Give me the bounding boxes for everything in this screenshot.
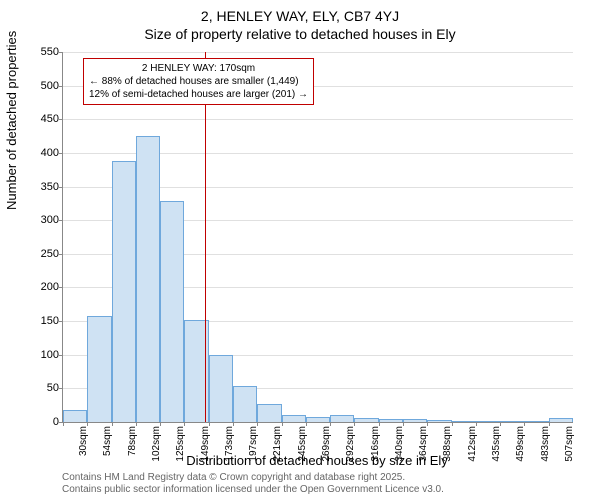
xtick-mark [282, 422, 283, 426]
ytick-label: 450 [41, 113, 63, 125]
ytick-label: 550 [41, 46, 63, 58]
xtick-label: 30sqm [78, 426, 89, 456]
annotation-box: 2 HENLEY WAY: 170sqm ← 88% of detached h… [83, 58, 314, 105]
histogram-bar [403, 419, 427, 422]
annotation-line-3: 12% of semi-detached houses are larger (… [89, 88, 308, 101]
histogram-bar [379, 419, 403, 422]
xtick-mark [476, 422, 477, 426]
histogram-bar [330, 415, 354, 422]
histogram-bar [233, 386, 257, 422]
annotation-line-1: 2 HENLEY WAY: 170sqm [89, 62, 308, 75]
chart-title-sub: Size of property relative to detached ho… [0, 24, 600, 42]
histogram-bar [209, 355, 233, 422]
ytick-label: 250 [41, 248, 63, 260]
histogram-bar [87, 316, 111, 422]
histogram-bar [282, 415, 306, 422]
xtick-mark [379, 422, 380, 426]
footer-line-1: Contains HM Land Registry data © Crown c… [62, 472, 444, 484]
histogram-bar [524, 421, 548, 422]
xtick-mark [524, 422, 525, 426]
xtick-mark [549, 422, 550, 426]
xtick-mark [257, 422, 258, 426]
xtick-mark [209, 422, 210, 426]
histogram-bar [257, 404, 281, 422]
histogram-bar [112, 161, 136, 422]
histogram-bar [427, 420, 451, 422]
ytick-label: 350 [41, 181, 63, 193]
x-axis-label: Distribution of detached houses by size … [62, 453, 572, 468]
histogram-bar [452, 421, 476, 422]
histogram-bar [354, 418, 378, 422]
chart-container: 2, HENLEY WAY, ELY, CB7 4YJ Size of prop… [0, 0, 600, 500]
gridline [63, 119, 573, 120]
marker-line [205, 52, 206, 422]
footer-text: Contains HM Land Registry data © Crown c… [62, 472, 444, 496]
xtick-mark [160, 422, 161, 426]
y-axis-label: Number of detached properties [4, 31, 19, 210]
ytick-label: 100 [41, 349, 63, 361]
ytick-label: 0 [53, 416, 63, 428]
histogram-bar [549, 418, 573, 422]
histogram-bar [476, 421, 500, 422]
footer-line-2: Contains public sector information licen… [62, 484, 444, 496]
histogram-bar [63, 410, 87, 422]
gridline [63, 52, 573, 53]
xtick-label: 78sqm [127, 426, 138, 456]
ytick-label: 500 [41, 80, 63, 92]
ytick-label: 200 [41, 281, 63, 293]
ytick-label: 400 [41, 147, 63, 159]
xtick-mark [354, 422, 355, 426]
ytick-label: 300 [41, 214, 63, 226]
xtick-mark [136, 422, 137, 426]
histogram-bar [500, 421, 524, 422]
ytick-label: 150 [41, 315, 63, 327]
xtick-mark [427, 422, 428, 426]
plot-area: 05010015020025030035040045050055030sqm54… [62, 52, 573, 423]
histogram-bar [306, 417, 330, 422]
xtick-mark [112, 422, 113, 426]
xtick-mark [63, 422, 64, 426]
xtick-mark [306, 422, 307, 426]
xtick-mark [403, 422, 404, 426]
xtick-mark [500, 422, 501, 426]
xtick-label: 54sqm [102, 426, 113, 456]
histogram-bar [160, 201, 184, 422]
xtick-mark [330, 422, 331, 426]
annotation-line-2: ← 88% of detached houses are smaller (1,… [89, 75, 308, 88]
xtick-mark [87, 422, 88, 426]
histogram-bar [136, 136, 160, 422]
xtick-mark [452, 422, 453, 426]
xtick-mark [233, 422, 234, 426]
chart-title-main: 2, HENLEY WAY, ELY, CB7 4YJ [0, 0, 600, 24]
xtick-mark [184, 422, 185, 426]
ytick-label: 50 [47, 382, 63, 394]
